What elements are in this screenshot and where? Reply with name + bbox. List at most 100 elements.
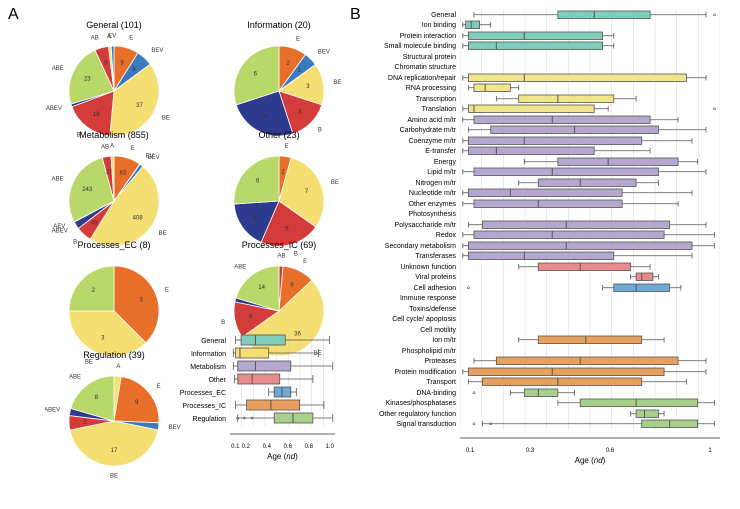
- svg-text:AB: AB: [101, 144, 109, 150]
- svg-text:243: 243: [82, 187, 93, 193]
- box-label: Cell motility: [360, 327, 460, 334]
- pie-regulation: Regulation (39) A9EBEV17BE2ABEV8ABE: [45, 350, 183, 480]
- pie-slice: [70, 421, 158, 466]
- box-label: General: [175, 338, 230, 345]
- svg-text:BE: BE: [333, 80, 341, 86]
- box-label: Other regulatory function: [360, 411, 460, 418]
- box-label: Photosynthesis: [360, 211, 460, 218]
- svg-text:E: E: [165, 288, 169, 294]
- pie-title: Processes_IC (69): [210, 240, 348, 250]
- box-label: Translation: [360, 106, 460, 113]
- svg-text:ABEV: ABEV: [46, 106, 62, 112]
- box-label: Redox: [360, 232, 460, 239]
- svg-text:ABE: ABE: [234, 264, 246, 270]
- svg-text:AEV: AEV: [53, 224, 65, 230]
- svg-text:ABE: ABE: [52, 176, 64, 182]
- pie-title: Information (20): [210, 20, 348, 30]
- pie-title: Other (23): [210, 130, 348, 140]
- svg-text:BEV: BEV: [151, 48, 163, 54]
- box-label: General: [360, 12, 460, 19]
- box-label: Protein modification: [360, 369, 460, 376]
- svg-text:AB: AB: [277, 254, 285, 260]
- box-label: Toxins/defense: [360, 306, 460, 313]
- svg-text:ABE: ABE: [52, 66, 64, 72]
- box-label: Signal transduction: [360, 421, 460, 428]
- box-label: Cell cycle/ apoptosis: [360, 316, 460, 323]
- box-label: Kinases/phosphatases: [360, 400, 460, 407]
- svg-text:37: 37: [136, 103, 143, 109]
- axis-ticks: 0.10.30.61: [460, 448, 720, 454]
- svg-text:BE: BE: [331, 180, 339, 186]
- boxplot-row: Signal transduction: [360, 420, 730, 431]
- box-label: Secondary metabolism: [360, 243, 460, 250]
- box-label: Structural protein: [360, 54, 460, 61]
- svg-text:BEV: BEV: [148, 155, 160, 161]
- box-label: Information: [175, 351, 230, 358]
- box: [460, 419, 720, 429]
- svg-text:E: E: [131, 146, 135, 152]
- axis-ticks: 0.10.20.40.60.81.0: [230, 444, 335, 450]
- box-label: Polysaccharide m/tr: [360, 222, 460, 229]
- svg-text:E: E: [129, 36, 133, 42]
- panel-b-boxplot: General Ion binding Protein interaction …: [360, 10, 730, 465]
- box-label: Carbohydrate m/tr: [360, 127, 460, 134]
- box-label: Energy: [360, 159, 460, 166]
- box-label: Transferases: [360, 253, 460, 260]
- svg-text:B: B: [221, 320, 225, 326]
- pie-chart: A9EBEV17BE2ABEV8ABE: [45, 362, 183, 480]
- svg-text:23: 23: [84, 77, 91, 83]
- svg-text:408: 408: [133, 216, 144, 222]
- svg-text:17: 17: [111, 448, 118, 454]
- svg-text:E: E: [157, 384, 161, 390]
- pie-title: Regulation (39): [45, 350, 183, 360]
- box: [230, 360, 335, 372]
- box-label: Coenzyme m/tr: [360, 138, 460, 145]
- box-label: Transcription: [360, 96, 460, 103]
- box-label: Regulation: [175, 416, 230, 423]
- box-label: DNA-binding: [360, 390, 460, 397]
- svg-text:49: 49: [91, 220, 98, 226]
- box-label: Viral proteins: [360, 274, 460, 281]
- box-label: Amino acid m/tr: [360, 117, 460, 124]
- svg-text:EV: EV: [108, 34, 116, 40]
- pie-title: General (101): [45, 20, 183, 30]
- small-boxplot: General Information Metabolism Other Pro…: [175, 335, 340, 461]
- box-label: Lipid m/tr: [360, 169, 460, 176]
- svg-text:A: A: [110, 144, 114, 150]
- box: [230, 373, 335, 385]
- panel-a-label: A: [8, 6, 19, 24]
- box-label: Immune response: [360, 295, 460, 302]
- box: [230, 386, 335, 398]
- svg-text:BE: BE: [162, 116, 170, 122]
- box: [230, 347, 335, 359]
- pie-title: Processes_EC (8): [45, 240, 183, 250]
- axis-label: Age (nd): [460, 456, 720, 465]
- box-label: Chromatin structure: [360, 64, 460, 71]
- box-label: Ion m/tr: [360, 337, 460, 344]
- box-label: Phospholipid m/tr: [360, 348, 460, 355]
- svg-text:83: 83: [119, 171, 126, 177]
- svg-text:18: 18: [93, 112, 100, 118]
- svg-text:AB: AB: [91, 36, 99, 42]
- box-label: Protein interaction: [360, 33, 460, 40]
- box: [230, 334, 335, 346]
- svg-text:14: 14: [258, 285, 265, 291]
- svg-text:BE: BE: [159, 231, 167, 237]
- boxplot-row: Regulation: [175, 413, 340, 426]
- box-label: RNA processing: [360, 85, 460, 92]
- box-label: Other enzymes: [360, 201, 460, 208]
- svg-text:BE: BE: [110, 474, 118, 480]
- box-label: Nucleotide m/tr: [360, 190, 460, 197]
- box-label: Cell adhesion: [360, 285, 460, 292]
- box-label: Metabolism: [175, 364, 230, 371]
- box-label: Processes_EC: [175, 390, 230, 397]
- box-label: Transport: [360, 379, 460, 386]
- pie-title: Metabolism (855): [45, 130, 183, 140]
- svg-text:E: E: [296, 36, 300, 42]
- svg-text:E: E: [284, 144, 288, 150]
- box-label: DNA replication/repair: [360, 75, 460, 82]
- axis-label: Age (nd): [230, 452, 335, 461]
- box: [230, 412, 335, 424]
- box-label: Proteases: [360, 358, 460, 365]
- box: [230, 399, 335, 411]
